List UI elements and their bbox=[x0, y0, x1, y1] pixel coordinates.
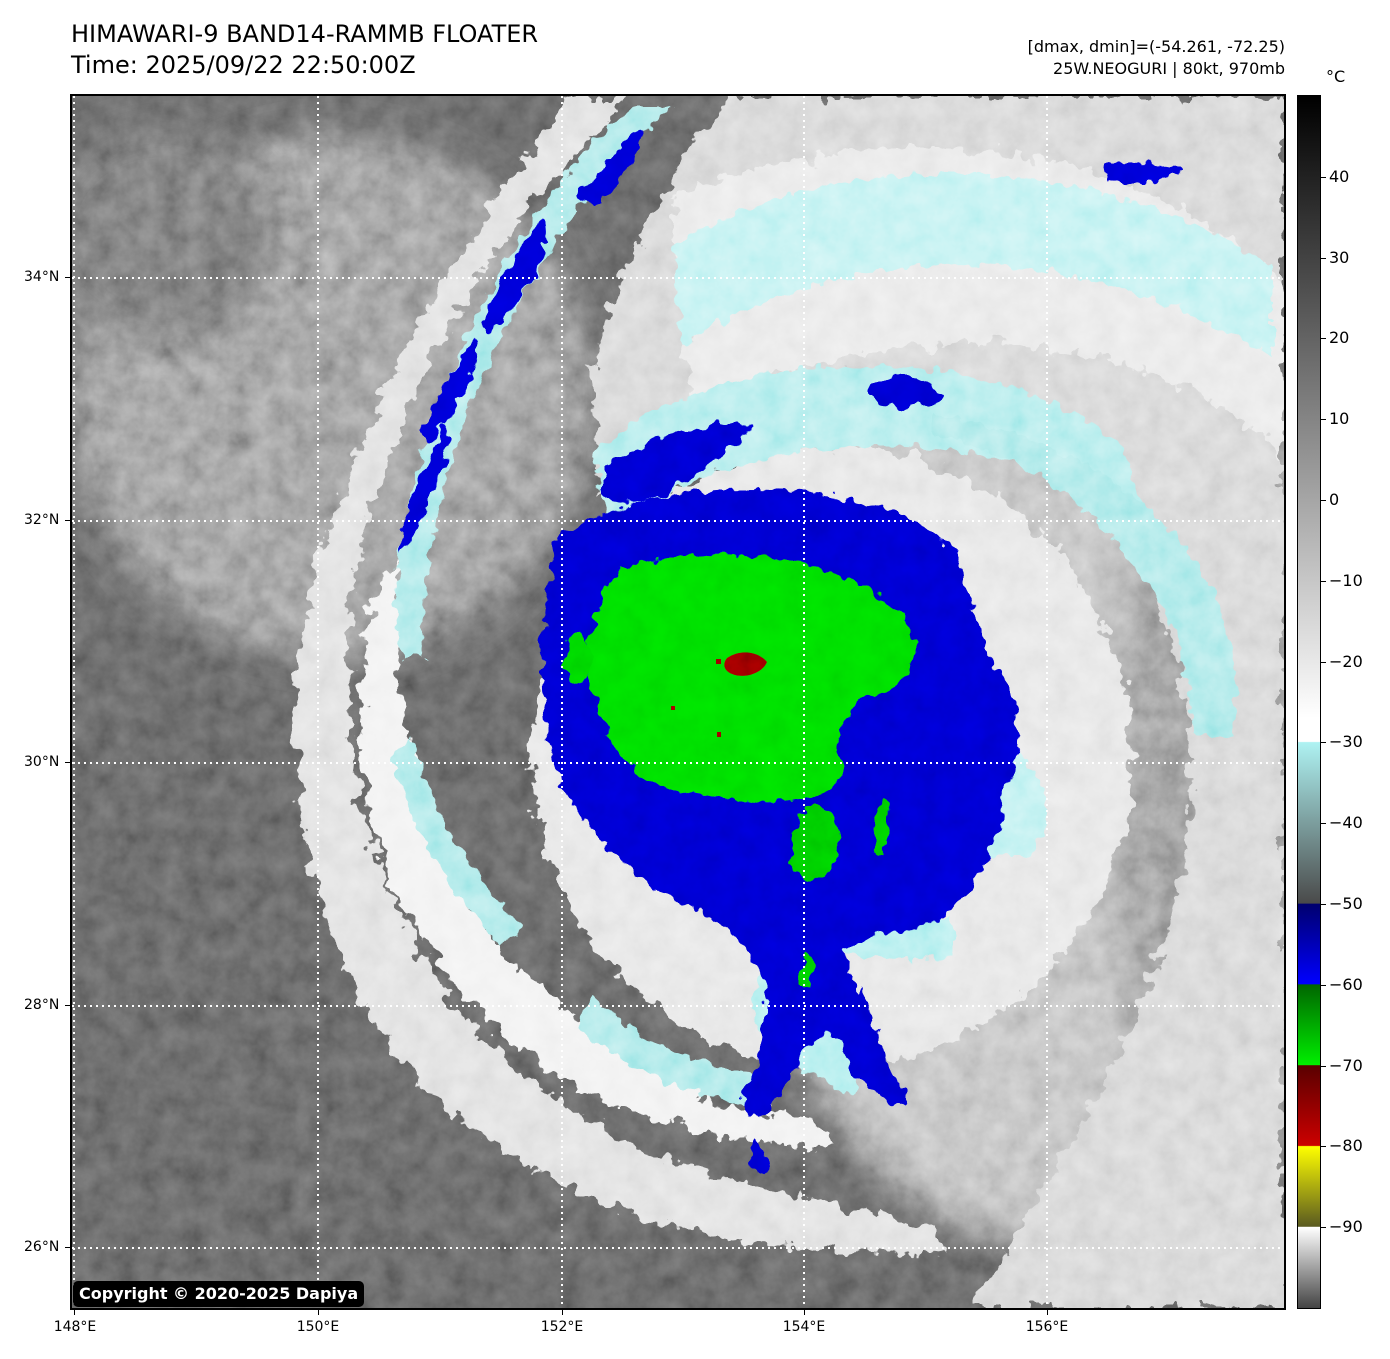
lat-label-34n: 34°N bbox=[24, 269, 60, 285]
lat-label-28n: 28°N bbox=[24, 997, 60, 1013]
colorbar-tick bbox=[1321, 338, 1326, 339]
colorbar-tick-label: 10 bbox=[1329, 409, 1350, 428]
colorbar-tick bbox=[1321, 500, 1326, 501]
colorbar-tick-label: 20 bbox=[1329, 328, 1350, 347]
colorbar-tick bbox=[1321, 581, 1326, 582]
timestamp-title: Time: 2025/09/22 22:50:00Z bbox=[71, 51, 416, 79]
lon-tick bbox=[804, 1310, 805, 1315]
colorbar-tick bbox=[1321, 742, 1326, 743]
lat-tick bbox=[65, 277, 70, 278]
colorbar-tick-label: −30 bbox=[1329, 732, 1363, 751]
lon-tick bbox=[1047, 1310, 1048, 1315]
lon-tick bbox=[318, 1310, 319, 1315]
colorbar-tick-label: 30 bbox=[1329, 248, 1350, 267]
colorbar-tick bbox=[1321, 1227, 1326, 1228]
storm-info: 25W.NEOGURI | 80kt, 970mb bbox=[1053, 59, 1285, 78]
colorbar-tick bbox=[1321, 904, 1326, 905]
colorbar-tick-label: −60 bbox=[1329, 975, 1363, 994]
colorbar-tick-label: −90 bbox=[1329, 1217, 1363, 1236]
chart-title: HIMAWARI-9 BAND14-RAMMB FLOATER bbox=[71, 20, 539, 48]
dmax-dmin-info: [dmax, dmin]=(-54.261, -72.25) bbox=[1027, 37, 1285, 56]
colorbar-tick-label: 0 bbox=[1329, 490, 1340, 509]
lon-label-154e: 154°E bbox=[782, 1319, 826, 1335]
colorbar-tick bbox=[1321, 1066, 1326, 1067]
lat-tick bbox=[65, 520, 70, 521]
lat-label-26n: 26°N bbox=[24, 1239, 60, 1255]
copyright-notice: Copyright © 2020-2025 Dapiya bbox=[73, 1281, 365, 1307]
colorbar-tick-label: −10 bbox=[1329, 571, 1363, 590]
cloud-texture bbox=[72, 96, 1284, 1308]
lon-label-150e: 150°E bbox=[296, 1319, 340, 1335]
lat-label-32n: 32°N bbox=[24, 512, 60, 528]
colorbar-tick bbox=[1321, 1146, 1326, 1147]
satellite-image bbox=[70, 94, 1286, 1310]
lon-label-156e: 156°E bbox=[1025, 1319, 1069, 1335]
lat-tick bbox=[65, 762, 70, 763]
lon-label-152e: 152°E bbox=[540, 1319, 584, 1335]
colorbar-tick bbox=[1321, 258, 1326, 259]
lon-tick bbox=[74, 1310, 75, 1315]
lat-label-30n: 30°N bbox=[24, 754, 60, 770]
lat-tick bbox=[65, 1005, 70, 1006]
colorbar-tick bbox=[1321, 177, 1326, 178]
colorbar-tick bbox=[1321, 662, 1326, 663]
colorbar-tick-label: −70 bbox=[1329, 1056, 1363, 1075]
colorbar-tick-label: −20 bbox=[1329, 652, 1363, 671]
temperature-colorbar bbox=[1297, 95, 1321, 1309]
colorbar-tick bbox=[1321, 419, 1326, 420]
lon-tick bbox=[562, 1310, 563, 1315]
graticule bbox=[72, 96, 1284, 1308]
colorbar-tick-label: 40 bbox=[1329, 167, 1350, 186]
colorbar-tick-label: −40 bbox=[1329, 813, 1363, 832]
lon-label-148e: 148°E bbox=[53, 1319, 97, 1335]
colorbar-tick-label: −50 bbox=[1329, 894, 1363, 913]
colorbar-tick bbox=[1321, 823, 1326, 824]
lat-tick bbox=[65, 1247, 70, 1248]
colorbar-tick bbox=[1321, 985, 1326, 986]
colorbar-tick-label: −80 bbox=[1329, 1136, 1363, 1155]
colorbar-unit: °C bbox=[1326, 67, 1346, 86]
